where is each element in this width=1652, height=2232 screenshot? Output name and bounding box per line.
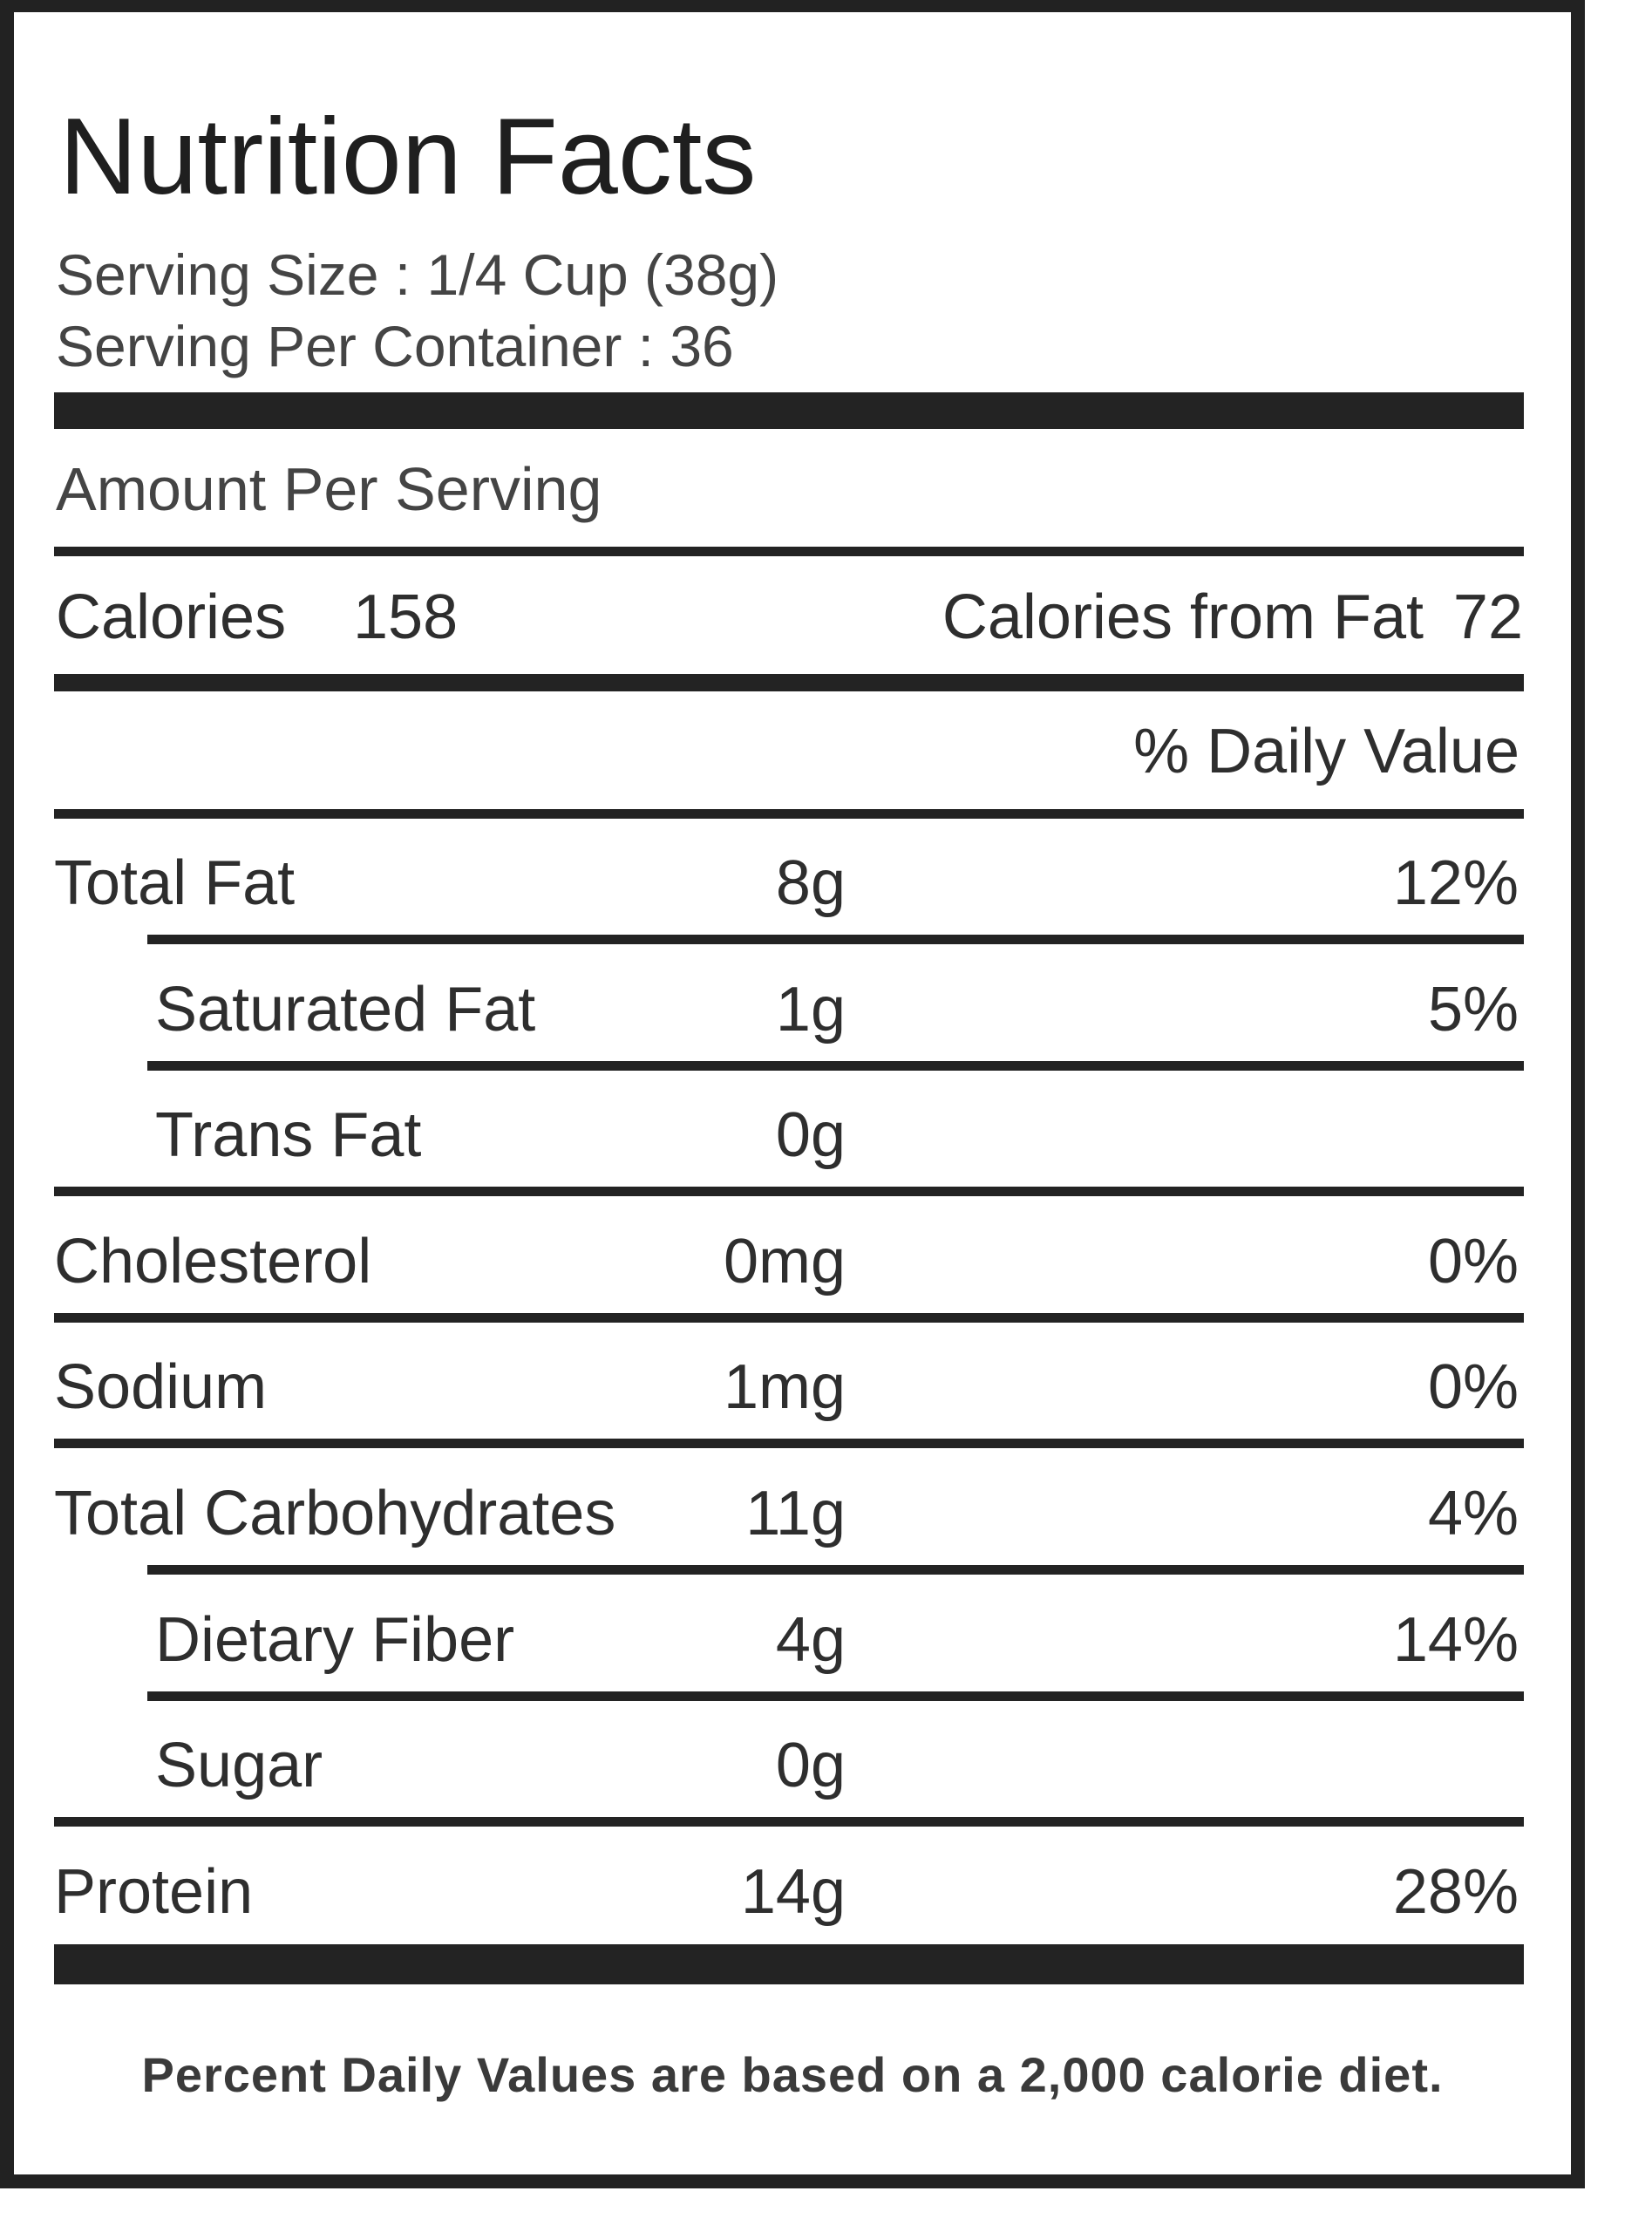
divider xyxy=(147,1691,1524,1701)
nutrient-amount: 0mg xyxy=(723,1226,846,1296)
servings-per-container: Serving Per Container : 36 xyxy=(56,314,734,378)
nutrient-name: Sodium xyxy=(54,1352,268,1423)
divider xyxy=(54,809,1524,819)
divider xyxy=(54,1312,1524,1323)
nutrient-name: Total Carbohydrates xyxy=(54,1479,616,1548)
divider xyxy=(54,547,1524,556)
nutrient-row: Total Fat 8g 12% xyxy=(54,847,1524,918)
nutrient-row: Sodium 1mg 0% xyxy=(54,1351,1524,1423)
nutrient-amount: 0g xyxy=(775,1100,846,1171)
divider xyxy=(54,1817,1524,1827)
nutrient-name: Sugar xyxy=(155,1731,323,1801)
nutrient-row: Total Carbohydrates 11g 4% xyxy=(54,1478,1524,1548)
nutrient-percent: 0% xyxy=(1427,1352,1519,1423)
nutrient-row: Cholesterol 0mg 0% xyxy=(54,1226,1524,1296)
nutrient-amount: 0g xyxy=(775,1731,846,1801)
divider xyxy=(147,935,1524,944)
daily-value-header: % Daily Value xyxy=(1133,717,1519,786)
nutrient-amount: 4g xyxy=(775,1604,846,1675)
calories-from-fat-label: Calories from Fat xyxy=(942,582,1424,652)
nutrient-name: Saturated Fat xyxy=(155,974,536,1045)
nutrient-amount: 14g xyxy=(740,1856,846,1927)
nutrient-row: Sugar 0g xyxy=(54,1730,1524,1800)
calories-value: 158 xyxy=(353,582,459,652)
medium-divider xyxy=(54,674,1524,691)
serving-size: Serving Size : 1/4 Cup (38g) xyxy=(56,242,779,307)
nutrient-row: Saturated Fat 1g 5% xyxy=(54,974,1524,1045)
footnote: Percent Daily Values are based on a 2,00… xyxy=(141,2047,1444,2102)
nutrient-name: Total Fat xyxy=(54,848,296,918)
thick-divider xyxy=(54,392,1524,429)
nutrient-amount: 1mg xyxy=(723,1352,846,1423)
nutrient-percent: 4% xyxy=(1427,1479,1519,1548)
thick-divider xyxy=(54,1944,1524,1984)
divider xyxy=(147,1565,1524,1575)
divider xyxy=(147,1060,1524,1071)
divider xyxy=(54,1187,1524,1197)
nutrient-name: Dietary Fiber xyxy=(155,1604,515,1675)
nutrient-percent: 28% xyxy=(1392,1856,1519,1927)
nutrient-percent: 5% xyxy=(1427,974,1519,1045)
calories-label: Calories xyxy=(56,582,287,652)
nutrient-percent: 12% xyxy=(1392,848,1519,918)
nutrient-name: Protein xyxy=(54,1856,254,1927)
nutrient-name: Cholesterol xyxy=(54,1226,372,1296)
calories-from-fat-value: 72 xyxy=(1452,582,1523,652)
nutrient-row: Dietary Fiber 4g 14% xyxy=(54,1604,1524,1675)
nutrient-percent: 14% xyxy=(1392,1604,1519,1675)
nutrient-amount: 1g xyxy=(775,974,846,1045)
nutrient-name: Trans Fat xyxy=(155,1100,422,1171)
nutrient-row: Trans Fat 0g xyxy=(54,1099,1524,1171)
nutrient-amount: 11g xyxy=(745,1479,846,1548)
divider xyxy=(54,1439,1524,1449)
nutrient-percent: 0% xyxy=(1427,1226,1519,1296)
label-title: Nutrition Facts xyxy=(59,97,757,217)
nutrient-row: Protein 14g 28% xyxy=(54,1856,1524,1927)
nutrient-amount: 8g xyxy=(775,848,846,918)
amount-per-serving: Amount Per Serving xyxy=(56,455,602,523)
